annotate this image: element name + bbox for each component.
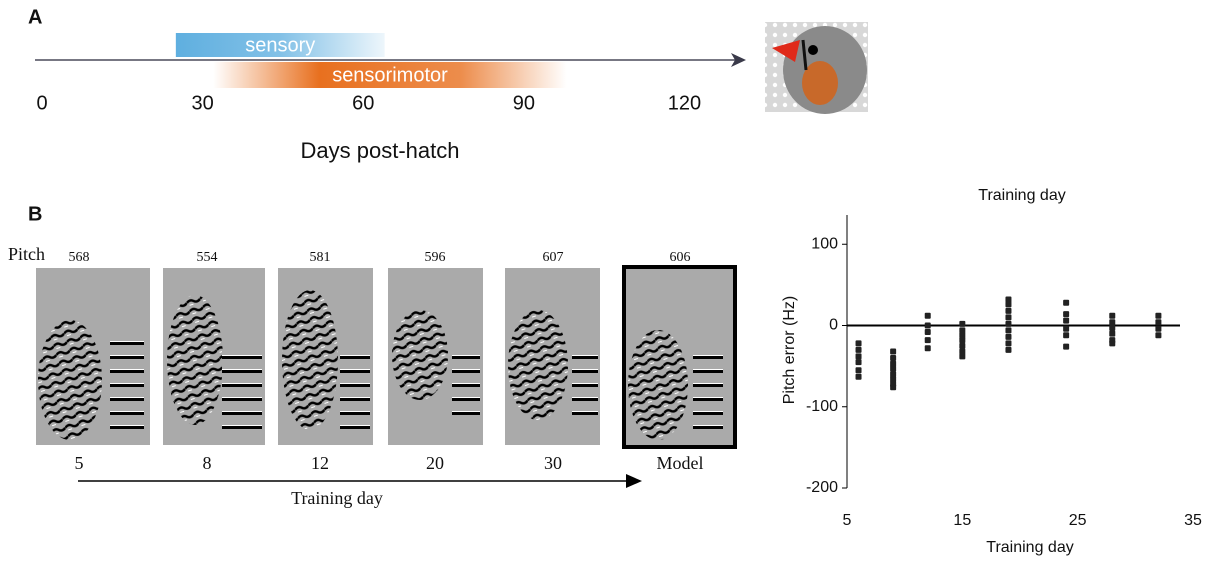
y-tick-label: -200	[806, 479, 838, 496]
pitch-value: 554	[197, 250, 218, 265]
point	[1063, 317, 1070, 324]
point	[1063, 311, 1070, 318]
point	[1005, 314, 1012, 321]
point	[1005, 346, 1012, 353]
axis-label: Training day	[986, 539, 1073, 556]
x-tick-label: 35	[1184, 512, 1202, 529]
point	[855, 367, 862, 374]
x-tick-label: 60	[352, 92, 374, 114]
point	[855, 359, 862, 366]
point	[959, 353, 966, 360]
point	[1063, 332, 1070, 339]
point	[890, 365, 897, 372]
axis-label: Days post-hatch	[301, 138, 460, 163]
point	[1005, 301, 1012, 308]
pitch-value: 596	[425, 250, 446, 265]
point	[1005, 320, 1012, 327]
pitch-value: 607	[543, 250, 564, 265]
point	[924, 312, 931, 319]
pitch-value: 606	[670, 250, 691, 265]
point	[1005, 307, 1012, 314]
point	[890, 360, 897, 367]
day-label: 30	[544, 453, 562, 473]
chart-title: Training day	[978, 187, 1065, 204]
point	[924, 329, 931, 335]
point	[1109, 319, 1116, 326]
x-tick-label: 0	[36, 92, 47, 114]
point	[1063, 299, 1070, 306]
axis-label: Pitch error (Hz)	[781, 296, 798, 404]
pitch-value: 581	[310, 250, 331, 265]
point	[959, 342, 966, 349]
point	[1005, 327, 1012, 334]
point	[1155, 332, 1162, 339]
point	[959, 320, 966, 327]
point	[959, 332, 966, 339]
day-label: 12	[311, 453, 329, 473]
arrow-head	[626, 474, 642, 488]
point	[959, 348, 966, 355]
panel-label: A	[28, 6, 42, 28]
spectrograms	[36, 265, 737, 449]
axis-arrow	[731, 53, 746, 67]
day-label: Model	[657, 453, 704, 473]
point	[1109, 324, 1116, 331]
x-tick-label: 30	[191, 92, 213, 114]
day-label: 5	[75, 453, 84, 473]
x-tick-label: 5	[843, 512, 852, 529]
point	[890, 355, 897, 361]
point	[924, 322, 931, 329]
y-tick-label: 100	[811, 235, 838, 252]
axis-label: Training day	[291, 488, 383, 508]
point	[1005, 340, 1012, 347]
point	[855, 346, 862, 353]
point	[1063, 325, 1070, 332]
point	[890, 376, 897, 383]
x-tick-label: 120	[668, 92, 701, 114]
point	[855, 373, 862, 380]
range-label: sensory	[245, 34, 315, 56]
point	[890, 348, 897, 355]
point	[1109, 330, 1116, 337]
point	[855, 340, 862, 347]
point	[1155, 319, 1162, 326]
point	[1005, 333, 1012, 340]
point	[924, 337, 931, 344]
point	[855, 353, 862, 360]
point	[959, 337, 966, 344]
pitch-label: Pitch	[8, 244, 45, 264]
range-bar	[175, 33, 385, 57]
point	[890, 371, 897, 378]
range-label: sensorimotor	[332, 64, 448, 86]
point	[1063, 343, 1070, 350]
pitch-value: 568	[69, 250, 90, 265]
point	[890, 384, 897, 391]
y-tick-label: 0	[829, 317, 838, 334]
point	[924, 345, 931, 352]
point	[1155, 325, 1162, 332]
bird-photo	[765, 22, 868, 114]
x-tick-label: 15	[953, 512, 971, 529]
day-label: 8	[203, 453, 212, 473]
day-label: 20	[426, 453, 444, 473]
panel-label: B	[28, 203, 42, 225]
point	[1109, 312, 1116, 319]
point	[959, 327, 966, 334]
range-bar	[213, 62, 567, 88]
x-tick-label: 25	[1069, 512, 1087, 529]
point	[1109, 340, 1116, 347]
point	[1005, 296, 1012, 303]
y-tick-label: -100	[806, 398, 838, 415]
point	[1155, 312, 1162, 319]
x-tick-label: 90	[513, 92, 535, 114]
